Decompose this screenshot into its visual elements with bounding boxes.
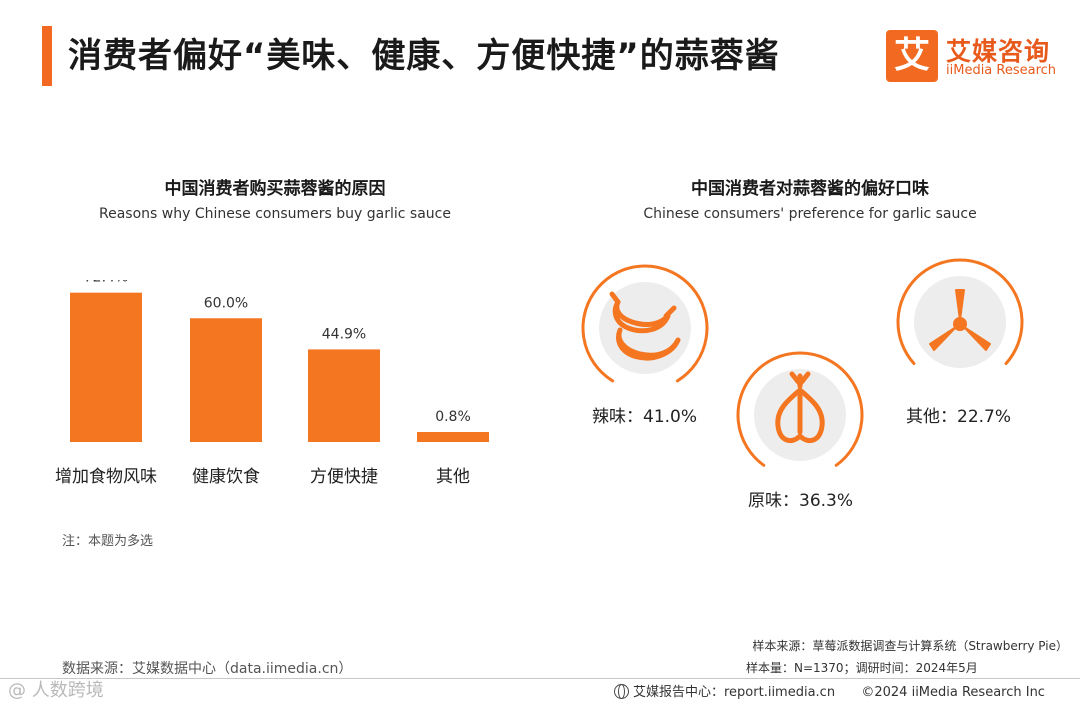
bar-category-label-2: 健康饮食 [192, 467, 260, 487]
taste-label-spicy: 辣味：41.0% [592, 402, 697, 427]
bar-category-label-4: 其他 [436, 467, 470, 487]
taste-chart-subtitle: Chinese consumers' preference for garlic… [590, 206, 1030, 222]
title-accent-bar [42, 26, 52, 86]
sample-source: 样本来源：草莓派数据调查与计算系统（Strawberry Pie） [752, 637, 1068, 654]
bar-chart-title: 中国消费者购买蒜蓉酱的原因 [70, 174, 480, 199]
globe-icon [614, 684, 629, 699]
chart-note: 注：本题为多选 [62, 530, 153, 549]
data-source: 数据来源：艾媒数据中心（data.iimedia.cn） [62, 658, 352, 678]
bar-2 [190, 318, 262, 442]
bar-1 [70, 293, 142, 442]
bar-value-label-4: 0.8% [435, 409, 471, 425]
sample-size: 样本量：N=1370；调研时间：2024年5月 [746, 659, 978, 676]
watermark: @ 人数跨境 [8, 676, 104, 702]
report-center-link[interactable]: 艾媒报告中心：report.iimedia.cn [633, 685, 835, 700]
bar-3 [308, 349, 380, 442]
logo-en-text: iiMedia Research [946, 63, 1056, 78]
bar-value-label-3: 44.9% [322, 326, 366, 342]
bar-chart: 72.4% 增加食物风味 60.0% 健康饮食 44.9% 方便快捷 0.8% 其他 [0, 280, 540, 500]
bar-chart-subtitle: Reasons why Chinese consumers buy garlic… [70, 206, 480, 222]
iimedia-logo: 艾 艾媒咨询 iiMedia Research [886, 30, 1066, 84]
logo-mark: 艾 [886, 30, 938, 82]
bar-4 [417, 432, 489, 442]
bar-value-label-1: 72.4% [84, 280, 128, 286]
taste-chart-title: 中国消费者对蒜蓉酱的偏好口味 [590, 174, 1030, 199]
taste-label-other: 其他：22.7% [906, 402, 1011, 427]
copyright: ©2024 iiMedia Research Inc [861, 685, 1045, 700]
footer-credits: 艾媒报告中心：report.iimedia.cn ©2024 iiMedia R… [614, 681, 1045, 700]
bar-value-label-2: 60.0% [204, 295, 248, 311]
footer-divider [0, 678, 1080, 679]
page-title: 消费者偏好“美味、健康、方便快捷”的蒜蓉酱 [68, 28, 780, 77]
bar-category-label-1: 增加食物风味 [55, 467, 157, 487]
bar-category-label-3: 方便快捷 [310, 467, 378, 487]
taste-label-original: 原味：36.3% [748, 486, 853, 511]
